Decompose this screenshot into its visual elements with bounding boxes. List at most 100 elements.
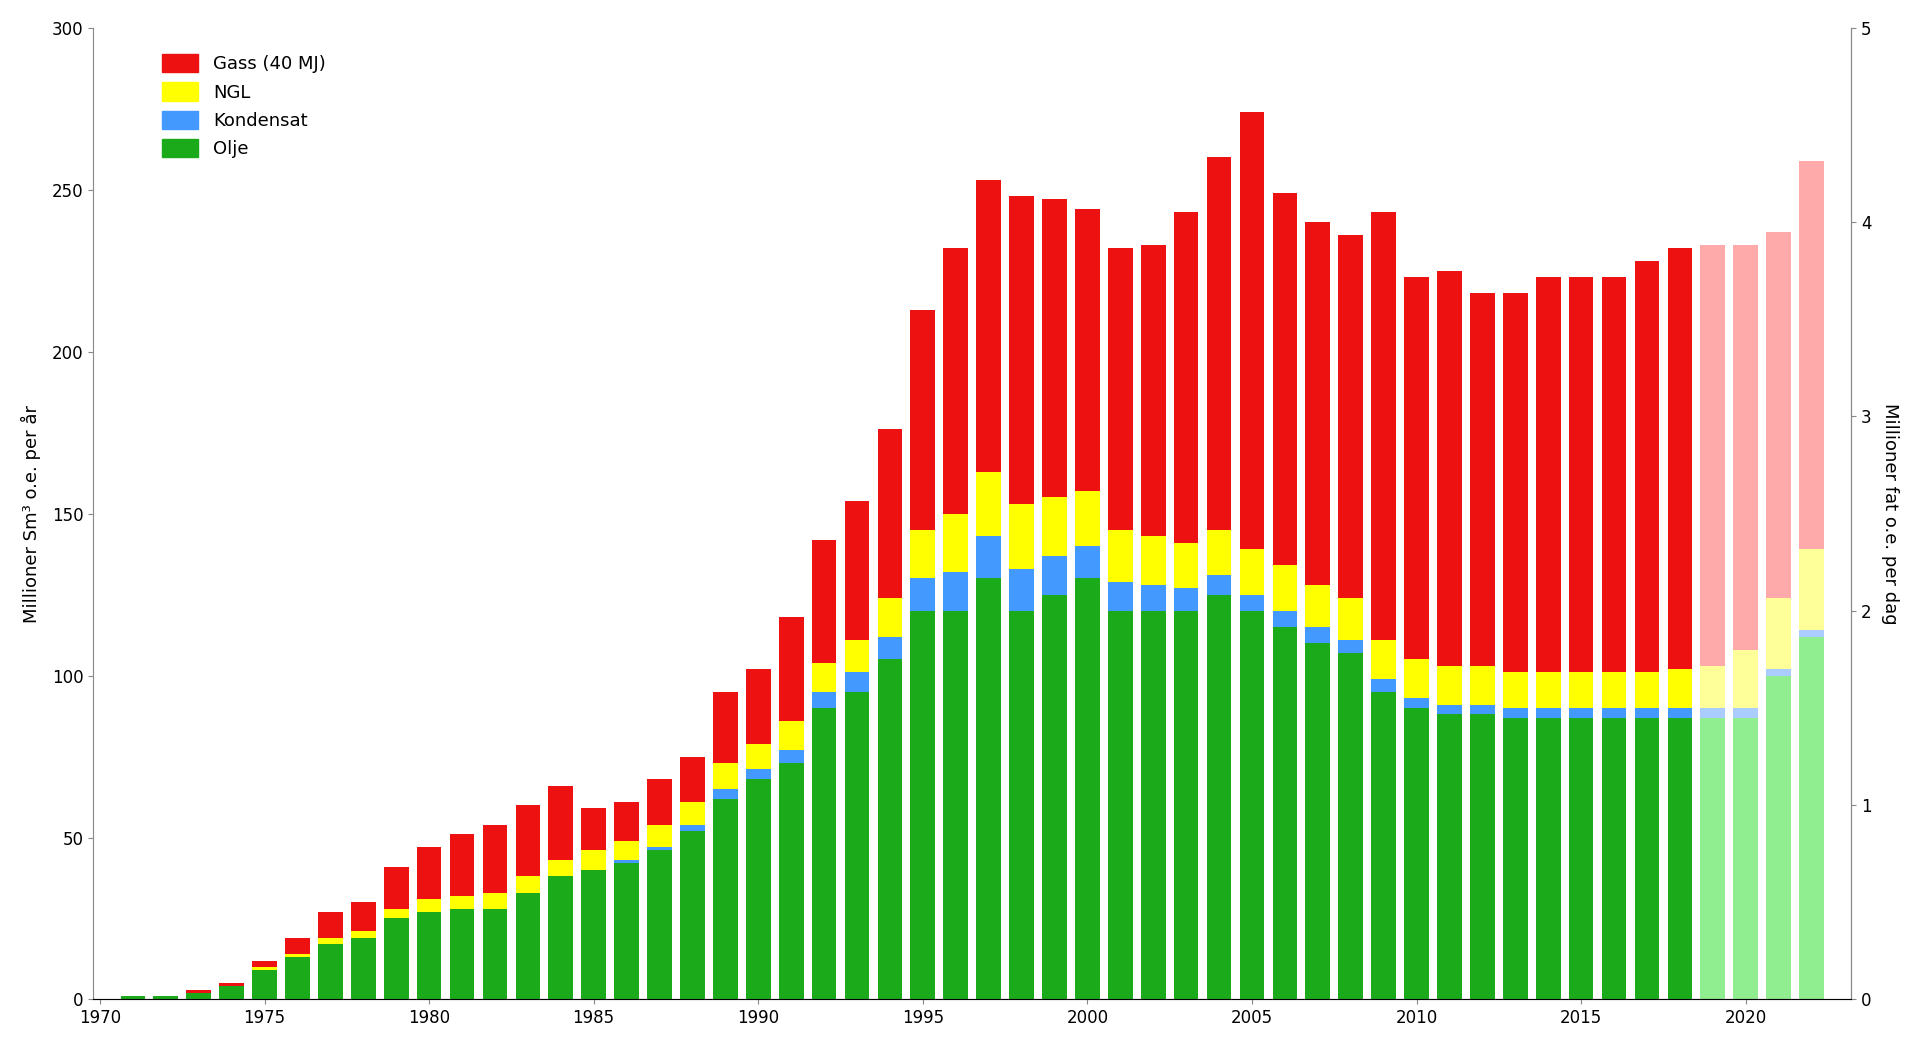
Bar	[1273, 193, 1298, 566]
Bar	[845, 640, 870, 673]
Bar	[1471, 704, 1496, 715]
Bar	[1404, 659, 1428, 698]
Bar	[1668, 708, 1692, 718]
Bar	[1503, 293, 1528, 673]
Bar	[1701, 245, 1726, 665]
Bar	[351, 932, 376, 938]
Bar	[1569, 278, 1594, 673]
Bar	[943, 572, 968, 611]
Bar	[1075, 578, 1100, 1000]
Bar	[1371, 692, 1396, 1000]
Bar	[1338, 640, 1363, 653]
Bar	[680, 825, 705, 831]
Bar	[1634, 718, 1659, 1000]
Bar	[877, 597, 902, 637]
Bar	[1173, 213, 1198, 543]
Bar	[417, 912, 442, 1000]
Bar	[384, 867, 409, 909]
Bar	[1043, 555, 1068, 594]
Bar	[549, 876, 572, 1000]
Bar	[1306, 627, 1331, 643]
Bar	[943, 248, 968, 514]
Bar	[1471, 715, 1496, 1000]
Bar	[977, 578, 1000, 1000]
Bar	[1108, 530, 1133, 582]
Bar	[1799, 160, 1824, 549]
Bar	[647, 851, 672, 1000]
Bar	[1075, 546, 1100, 578]
Bar	[614, 860, 639, 864]
Bar	[252, 967, 276, 970]
Bar	[1404, 698, 1428, 708]
Bar	[1799, 630, 1824, 637]
Bar	[1240, 611, 1265, 1000]
Bar	[1569, 673, 1594, 708]
Bar	[1208, 575, 1231, 594]
Bar	[1471, 665, 1496, 704]
Bar	[449, 834, 474, 896]
Bar	[449, 909, 474, 1000]
Bar	[680, 757, 705, 802]
Bar	[1273, 627, 1298, 1000]
Bar	[745, 669, 770, 744]
Bar	[1536, 708, 1561, 718]
Bar	[252, 970, 276, 1000]
Bar	[1371, 213, 1396, 640]
Bar	[614, 864, 639, 1000]
Bar	[1404, 278, 1428, 659]
Bar	[1240, 594, 1265, 611]
Bar	[877, 637, 902, 659]
Bar	[1536, 673, 1561, 708]
Bar	[1438, 704, 1461, 715]
Bar	[1338, 235, 1363, 597]
Bar	[1601, 718, 1626, 1000]
Bar	[680, 802, 705, 825]
Bar	[219, 983, 244, 986]
Y-axis label: Millioner fat o.e. per dag: Millioner fat o.e. per dag	[1882, 402, 1899, 625]
Bar	[1140, 245, 1165, 537]
Bar	[1043, 199, 1068, 498]
Bar	[1601, 278, 1626, 673]
Bar	[647, 847, 672, 851]
Bar	[1766, 597, 1791, 669]
Bar	[1306, 643, 1331, 1000]
Bar	[1734, 650, 1759, 708]
Bar	[1799, 637, 1824, 1000]
Bar	[877, 659, 902, 1000]
Bar	[812, 540, 837, 662]
Bar	[1536, 718, 1561, 1000]
Bar	[1173, 588, 1198, 611]
Bar	[515, 876, 540, 893]
Bar	[1503, 673, 1528, 708]
Bar	[1108, 582, 1133, 611]
Bar	[549, 860, 572, 876]
Bar	[186, 989, 211, 992]
Bar	[154, 997, 179, 1000]
Bar	[1240, 549, 1265, 594]
Bar	[121, 997, 146, 1000]
Bar	[1701, 665, 1726, 708]
Bar	[812, 708, 837, 1000]
Bar	[549, 786, 572, 860]
Bar	[1075, 210, 1100, 490]
Bar	[1766, 676, 1791, 1000]
Bar	[582, 851, 607, 870]
Bar	[284, 954, 309, 957]
Bar	[1208, 157, 1231, 530]
Bar	[1140, 585, 1165, 611]
Bar	[1438, 665, 1461, 704]
Bar	[1043, 498, 1068, 555]
Bar	[417, 847, 442, 899]
Bar	[977, 180, 1000, 472]
Bar	[515, 893, 540, 1000]
Bar	[1173, 543, 1198, 588]
Bar	[1569, 708, 1594, 718]
Bar	[384, 918, 409, 1000]
Legend: Gass (40 MJ), NGL, Kondensat, Olje: Gass (40 MJ), NGL, Kondensat, Olje	[156, 46, 332, 166]
Bar	[712, 789, 737, 799]
Bar	[1503, 708, 1528, 718]
Bar	[910, 309, 935, 530]
Bar	[910, 530, 935, 578]
Bar	[351, 938, 376, 1000]
Bar	[1734, 718, 1759, 1000]
